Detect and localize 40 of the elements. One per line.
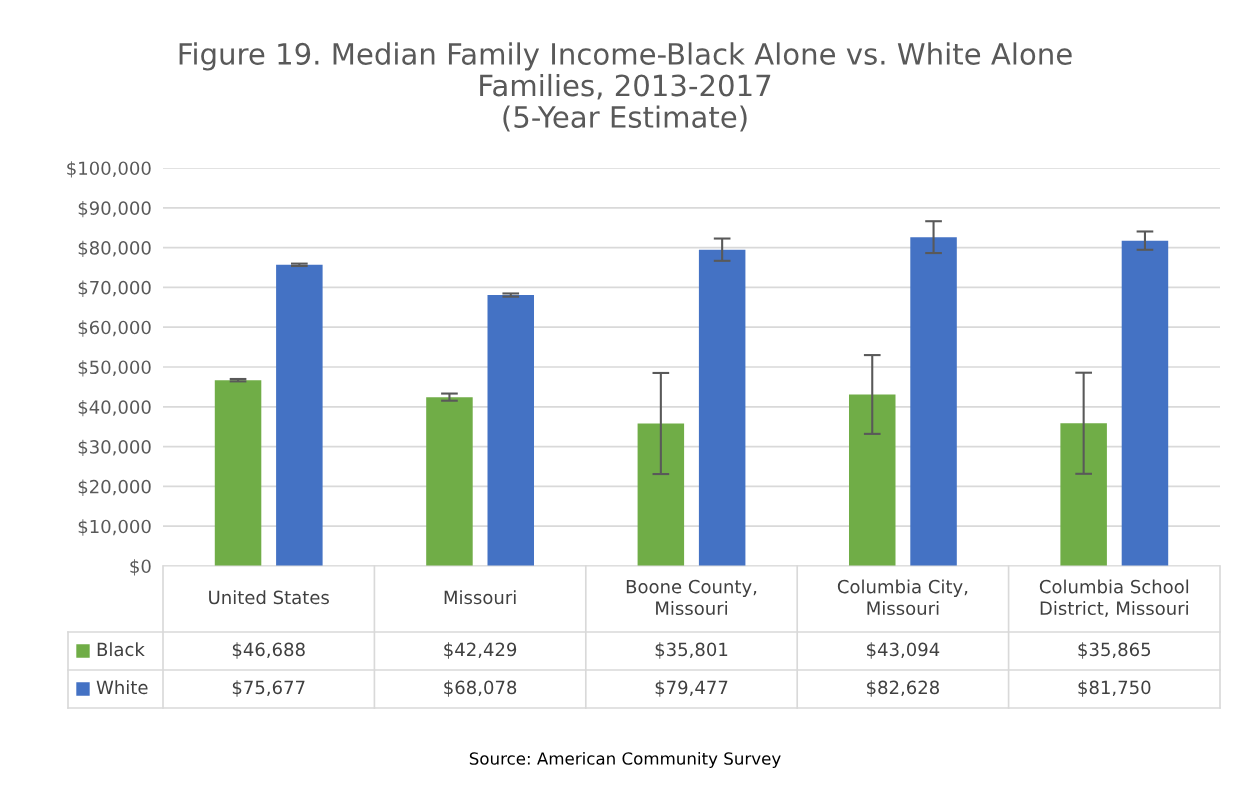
data-label: $82,628 xyxy=(867,680,939,697)
data-label: $75,677 xyxy=(232,680,305,697)
y-tick-label: $10,000 xyxy=(78,519,151,536)
y-tick-label: $60,000 xyxy=(78,320,151,337)
x-tick-label: Boone County, Missouri xyxy=(626,579,757,616)
bar xyxy=(426,397,473,566)
data-label: $46,688 xyxy=(232,642,305,659)
bar xyxy=(637,423,685,566)
y-tick-label: $70,000 xyxy=(78,280,151,297)
x-tick-label: United States xyxy=(209,590,329,605)
y-tick-label: $40,000 xyxy=(78,399,151,417)
data-label: $68,078 xyxy=(444,680,517,697)
x-tick-label: Columbia City, Missouri xyxy=(837,579,968,616)
y-tick-label: $50,000 xyxy=(78,360,151,377)
y-tick-label: $30,000 xyxy=(78,439,151,457)
x-tick-label: Missouri xyxy=(444,590,516,605)
y-tick-label: $100,000 xyxy=(67,161,151,178)
y-tick-label: $0 xyxy=(130,559,151,576)
chart-title: Figure 19. Median Family Income-Black Alone vs. White Alone Families, 2013-2017 (5-Year Estimate) xyxy=(179,42,1072,132)
bar xyxy=(910,237,957,566)
bar xyxy=(214,380,262,566)
data-label: $79,477 xyxy=(655,680,728,697)
bar xyxy=(698,249,746,566)
bar xyxy=(1121,240,1169,566)
y-tick-label: $20,000 xyxy=(78,479,151,496)
legend-label: White xyxy=(96,680,148,695)
source-note: Source: American Community Survey xyxy=(469,751,781,769)
y-tick-label: $80,000 xyxy=(78,240,151,258)
data-label: $43,094 xyxy=(867,642,940,659)
x-tick-label: Columbia School District, Missouri xyxy=(1039,579,1189,617)
data-label: $35,865 xyxy=(1078,642,1151,659)
data-label: $35,801 xyxy=(655,642,728,659)
data-label: $81,750 xyxy=(1078,680,1151,697)
bar xyxy=(487,295,535,566)
bar xyxy=(1060,423,1107,566)
y-tick-label: $90,000 xyxy=(78,200,151,218)
bar xyxy=(276,264,323,566)
legend-label: Black xyxy=(97,642,145,657)
bar xyxy=(848,394,896,566)
data-label: $42,429 xyxy=(444,642,517,659)
